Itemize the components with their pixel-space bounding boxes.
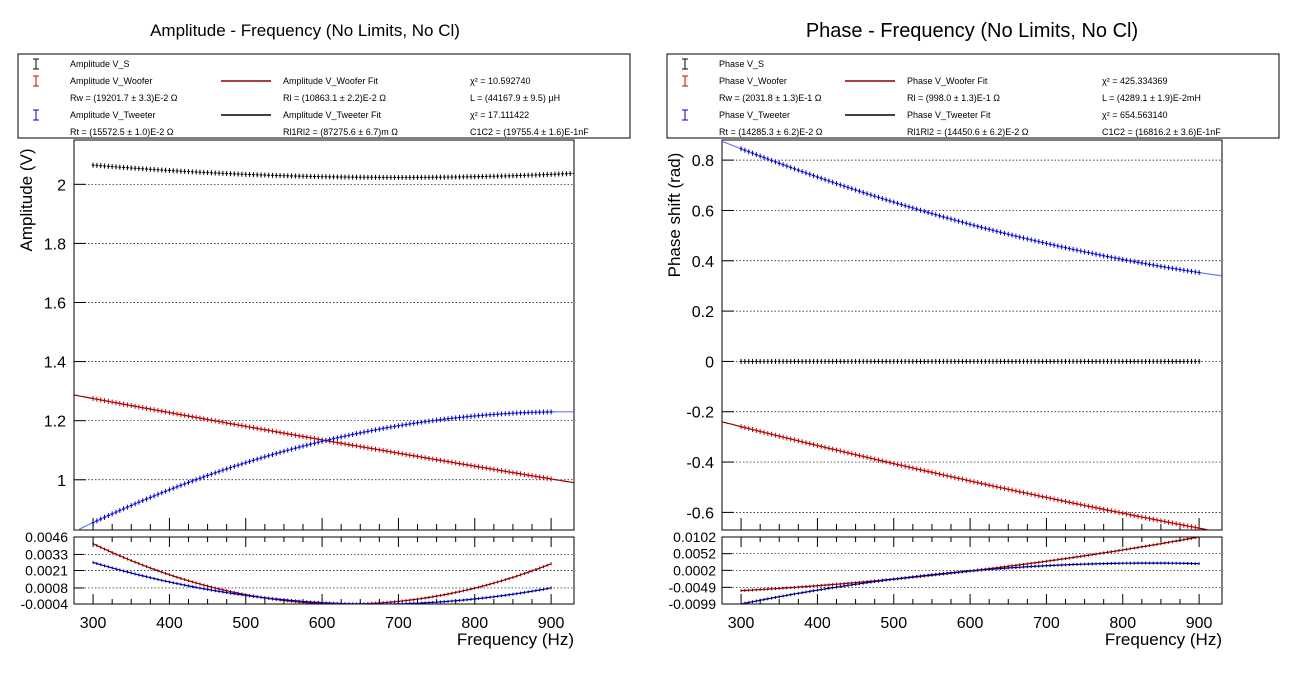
- y-tick-label: -0.6: [686, 505, 714, 522]
- legend-fit-label: Phase V_Woofer Fit: [907, 76, 988, 86]
- legend-chi-label: χ² = 10.592740: [470, 76, 531, 86]
- residual-y-tick-label: 0.0002: [673, 562, 716, 578]
- x-tick-label: 400: [804, 615, 831, 632]
- legend-fit-label: Amplitude V_Tweeter Fit: [283, 110, 382, 120]
- legend-chi-label: χ² = 654.563140: [1102, 110, 1168, 120]
- y-tick-label: 2: [57, 177, 66, 194]
- series-phase-v_woofer: [722, 421, 1213, 530]
- y-tick-label: 1.4: [44, 355, 66, 372]
- legend-param-label: C1C2 = (19755.4 ± 1.6)E-1nF: [470, 127, 589, 137]
- x-tick-label: 300: [728, 615, 755, 632]
- legend-box: [17, 53, 631, 139]
- x-tick-label: 300: [80, 615, 107, 632]
- legend-param-label: Rt = (14285.3 ± 6.2)E-2 Ω: [719, 127, 823, 137]
- y-axis-label: Phase shift (rad): [665, 153, 684, 278]
- legend-param-label: Rl1Rl2 = (14450.6 ± 6.2)E-2 Ω: [907, 127, 1029, 137]
- residual-y-tick-label: 0.0021: [25, 563, 68, 579]
- x-tick-label: 500: [880, 615, 907, 632]
- residual-y-tick-label: 0.0046: [25, 529, 68, 545]
- x-tick-label: 800: [461, 615, 488, 632]
- x-tick-label: 700: [385, 615, 412, 632]
- residual-series: [740, 561, 1200, 604]
- x-axis-label: Frequency (Hz): [1105, 630, 1222, 649]
- legend-label: Amplitude V_Tweeter: [70, 110, 156, 120]
- y-tick-label: 1: [57, 473, 66, 490]
- series-phase-v_tweeter: [722, 140, 1222, 277]
- legend-param-label: Rl = (10863.1 ± 2.2)E-2 Ω: [283, 93, 386, 103]
- legend-param-label: Rl = (998.0 ± 1.3)E-1 Ω: [907, 93, 1000, 103]
- series-amplitude-v_woofer: [74, 394, 574, 484]
- legend-box: [666, 53, 1280, 139]
- y-tick-label: 0: [705, 354, 714, 371]
- y-tick-label: 1.2: [44, 414, 66, 431]
- y-tick-label: 1.6: [44, 296, 66, 313]
- legend-param-label: Rw = (2031.8 ± 1.3)E-1 Ω: [719, 93, 822, 103]
- y-tick-label: 0.8: [692, 153, 714, 170]
- residual-y-tick-label: 0.0102: [673, 529, 716, 545]
- y-tick-label: -0.2: [686, 405, 714, 422]
- legend-label: Amplitude V_Woofer: [70, 76, 152, 86]
- legend-fit-label: Phase V_Tweeter Fit: [907, 110, 991, 120]
- x-axis-label: Frequency (Hz): [457, 630, 574, 649]
- y-tick-label: 1.8: [44, 236, 66, 253]
- residual-y-tick-label: 0.0033: [25, 546, 68, 562]
- x-tick-label: 900: [1186, 615, 1213, 632]
- y-tick-label: 0.2: [692, 304, 714, 321]
- legend-label: Phase V_Woofer: [719, 76, 787, 86]
- x-tick-label: 400: [156, 615, 183, 632]
- legend-param-label: L = (4289.1 ± 1.9)E-2mH: [1102, 93, 1201, 103]
- x-tick-label: 500: [232, 615, 259, 632]
- legend-label: Phase V_S: [719, 59, 764, 69]
- plot-frame: [73, 139, 575, 531]
- chart-title: Amplitude - Frequency (No Limits, No Cl): [150, 21, 460, 40]
- x-tick-label: 600: [309, 615, 336, 632]
- residual-y-tick-label: 0.0052: [673, 546, 716, 562]
- legend-chi-label: χ² = 17.111422: [470, 110, 529, 120]
- series-amplitude-v_tweeter: [76, 409, 574, 530]
- legend-param-label: C1C2 = (16816.2 ± 3.6)E-1nF: [1102, 127, 1221, 137]
- legend-chi-label: χ² = 425.334369: [1102, 76, 1168, 86]
- chart-panel-1: Amplitude - Frequency (No Limits, No Cl)…: [17, 21, 631, 649]
- y-axis-label: Amplitude (V): [17, 149, 36, 252]
- plot-frame: [721, 139, 1223, 531]
- residual-y-tick-label: -0.0004: [21, 596, 69, 612]
- chart-title: Phase - Frequency (No Limits, No Cl): [806, 20, 1138, 42]
- y-tick-label: 0.6: [692, 203, 714, 220]
- x-tick-label: 700: [1033, 615, 1060, 632]
- legend-label: Phase V_Tweeter: [719, 110, 790, 120]
- y-tick-label: -0.4: [686, 455, 714, 472]
- residual-y-tick-label: -0.0099: [669, 596, 717, 612]
- x-tick-label: 600: [957, 615, 984, 632]
- legend-param-label: L = (44167.9 ± 9.5) μH: [470, 93, 560, 103]
- residual-y-tick-label: -0.0049: [669, 579, 717, 595]
- legend-param-label: Rl1Rl2 = (87275.6 ± 6.7)m Ω: [283, 127, 398, 137]
- legend-param-label: Rt = (15572.5 ± 1.0)E-2 Ω: [70, 127, 174, 137]
- chart-panel-2: Phase - Frequency (No Limits, No Cl) Phas…: [665, 20, 1280, 649]
- x-tick-label: 800: [1109, 615, 1136, 632]
- legend-fit-label: Amplitude V_Woofer Fit: [283, 76, 378, 86]
- legend-label: Amplitude V_S: [70, 59, 130, 69]
- legend-param-label: Rw = (19201.7 ± 3.3)E-2 Ω: [70, 93, 178, 103]
- y-tick-label: 0.4: [692, 254, 714, 271]
- residual-y-tick-label: 0.0008: [25, 580, 68, 596]
- series-phase-v_s: [739, 358, 1201, 364]
- series-amplitude-v_s: [91, 162, 574, 180]
- x-tick-label: 900: [538, 615, 565, 632]
